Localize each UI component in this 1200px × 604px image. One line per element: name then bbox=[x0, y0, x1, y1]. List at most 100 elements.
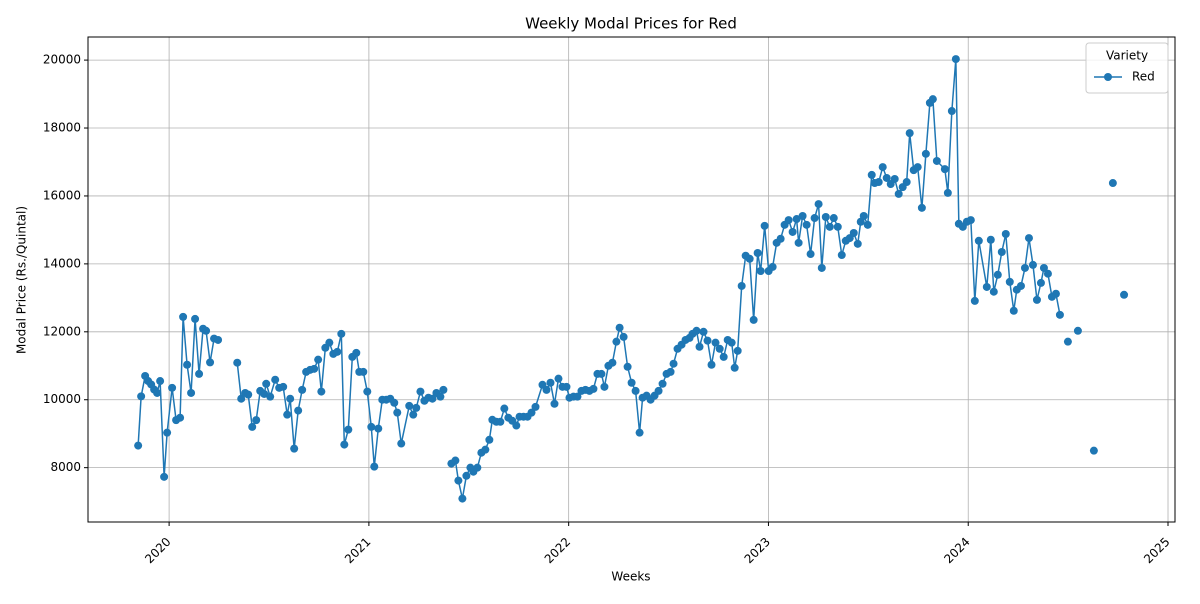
data-point bbox=[451, 456, 460, 465]
data-point bbox=[179, 312, 188, 321]
axes-frame bbox=[87, 36, 1176, 523]
x-tick-label: 2021 bbox=[342, 535, 373, 566]
data-point bbox=[156, 377, 165, 386]
data-point bbox=[462, 471, 471, 480]
data-point bbox=[1120, 290, 1129, 299]
data-point bbox=[669, 359, 678, 368]
data-point bbox=[531, 402, 540, 411]
data-point bbox=[195, 369, 204, 378]
y-tick-label: 8000 bbox=[50, 460, 81, 474]
data-point bbox=[654, 386, 663, 395]
data-point bbox=[882, 173, 891, 182]
data-point bbox=[737, 281, 746, 290]
data-point bbox=[833, 222, 842, 231]
data-point bbox=[458, 494, 467, 503]
data-point bbox=[798, 211, 807, 220]
data-point bbox=[917, 203, 926, 212]
data-point bbox=[1028, 260, 1037, 269]
data-point bbox=[374, 424, 383, 433]
data-point bbox=[248, 422, 257, 431]
y-tick-label: 20000 bbox=[43, 53, 81, 67]
data-point bbox=[206, 358, 215, 367]
data-point bbox=[554, 374, 563, 383]
data-point bbox=[905, 129, 914, 138]
data-point bbox=[589, 384, 598, 393]
data-point bbox=[390, 398, 399, 407]
data-point bbox=[252, 416, 261, 425]
data-point bbox=[160, 472, 169, 481]
data-point bbox=[703, 336, 712, 345]
data-point bbox=[997, 247, 1006, 256]
data-point bbox=[719, 352, 728, 361]
data-point bbox=[1020, 263, 1029, 272]
data-point bbox=[666, 367, 675, 376]
legend-label: Red bbox=[1132, 70, 1155, 84]
data-point bbox=[794, 238, 803, 247]
data-point bbox=[314, 355, 323, 364]
legend: Variety Red bbox=[1085, 42, 1169, 94]
data-point bbox=[695, 342, 704, 351]
data-point bbox=[367, 422, 376, 431]
data-point bbox=[745, 254, 754, 263]
data-point bbox=[1005, 277, 1014, 286]
x-tick-label: 2025 bbox=[1141, 535, 1172, 566]
data-point bbox=[359, 367, 368, 376]
data-point bbox=[202, 326, 211, 335]
data-point bbox=[271, 375, 280, 384]
data-point bbox=[325, 338, 334, 347]
data-point bbox=[810, 214, 819, 223]
data-point bbox=[863, 220, 872, 229]
data-point bbox=[393, 408, 402, 417]
data-point bbox=[134, 441, 143, 450]
data-point bbox=[546, 378, 555, 387]
y-tick-label: 10000 bbox=[43, 392, 81, 406]
data-point bbox=[214, 335, 223, 344]
data-point bbox=[829, 214, 838, 223]
series-line bbox=[138, 59, 1124, 498]
data-point bbox=[921, 149, 930, 158]
data-point bbox=[454, 476, 463, 485]
y-tick-label: 18000 bbox=[43, 121, 81, 135]
data-point bbox=[699, 327, 708, 336]
legend-marker bbox=[1104, 73, 1112, 81]
data-point bbox=[137, 392, 146, 401]
data-point bbox=[1108, 179, 1117, 188]
x-tick-label: 2020 bbox=[142, 535, 173, 566]
data-point bbox=[825, 222, 834, 231]
data-point bbox=[1024, 234, 1033, 243]
data-point bbox=[768, 262, 777, 271]
data-point bbox=[940, 165, 949, 174]
data-point bbox=[756, 267, 765, 276]
data-point bbox=[187, 388, 196, 397]
data-point bbox=[730, 363, 739, 372]
plot-area: 8000 10000 12000 14000 16000 18000 20000 2020 20… bbox=[43, 37, 1175, 566]
data-point bbox=[153, 388, 162, 397]
data-point bbox=[260, 389, 269, 398]
data-point bbox=[760, 221, 769, 230]
data-point bbox=[337, 329, 346, 338]
y-tick-label: 12000 bbox=[43, 324, 81, 338]
data-point bbox=[788, 227, 797, 236]
data-point bbox=[439, 385, 448, 394]
data-point bbox=[416, 387, 425, 396]
data-point bbox=[615, 323, 624, 332]
data-point bbox=[237, 394, 246, 403]
data-point bbox=[733, 346, 742, 355]
data-point bbox=[970, 296, 979, 305]
data-point bbox=[849, 228, 858, 237]
data-point bbox=[340, 440, 349, 449]
data-point bbox=[244, 390, 253, 399]
data-point bbox=[562, 382, 571, 391]
data-point bbox=[527, 408, 536, 417]
data-point bbox=[597, 369, 606, 378]
data-point bbox=[814, 200, 823, 209]
x-tick-label: 2022 bbox=[542, 535, 573, 566]
data-point bbox=[191, 314, 200, 323]
data-point bbox=[279, 382, 288, 391]
data-point bbox=[890, 174, 899, 183]
data-point bbox=[473, 463, 482, 472]
y-axis-label: Modal Price (Rs./Quintal) bbox=[15, 206, 29, 354]
data-point bbox=[802, 220, 811, 229]
data-point bbox=[753, 249, 762, 258]
data-point bbox=[821, 213, 830, 222]
